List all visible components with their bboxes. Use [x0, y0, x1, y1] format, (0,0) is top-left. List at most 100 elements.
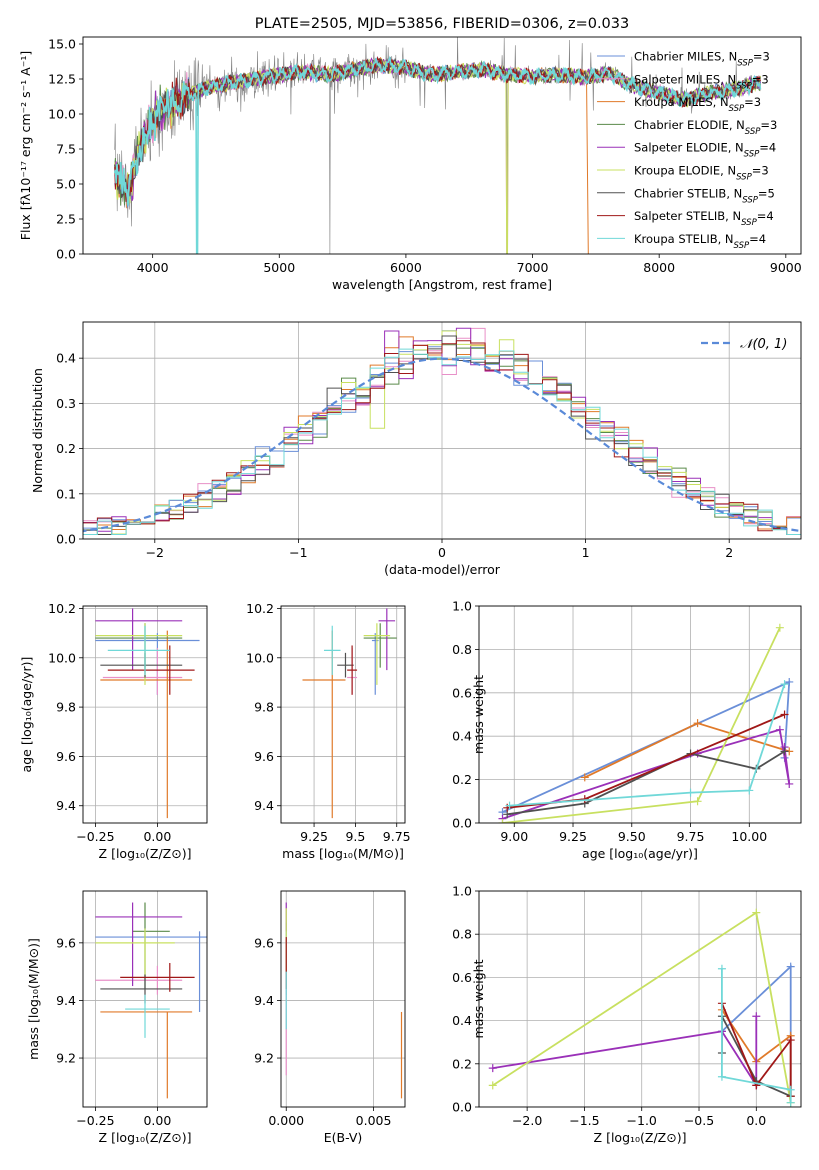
axes-frame	[478, 605, 802, 824]
x-axis-label: Z [log₁₀(Z/Z⊙)]	[99, 1130, 192, 1145]
weight-marker	[785, 779, 794, 788]
y-tick-label: 9.4	[254, 798, 274, 813]
errorbar-kroupa-stelib	[323, 625, 341, 676]
errorbar-chabrier-stelib	[337, 652, 354, 678]
x-tick-label: 0.0	[746, 1113, 766, 1128]
weight-marker	[717, 964, 726, 973]
y-tick-label: 0.2	[56, 441, 76, 456]
weight-marker	[693, 797, 702, 806]
x-tick-label: 9.75	[677, 829, 705, 844]
x-tick-label: 1	[582, 545, 590, 560]
weight-marker	[780, 710, 789, 719]
x-tick-label: 9.5	[345, 829, 365, 844]
y-tick-label: 0.3	[56, 396, 76, 411]
y-axis-label: age [log₁₀(age/yr)]	[19, 657, 34, 773]
x-axis-label: age [log₁₀(age/yr)]	[582, 846, 698, 861]
x-tick-label: −0.25	[76, 829, 114, 844]
y-tick-label: 9.6	[254, 935, 274, 950]
legend-entry: Salpeter ELODIE, NSSP=4	[634, 141, 776, 160]
weight-marker	[780, 680, 789, 689]
errorbar-chabrier-miles	[95, 633, 200, 695]
weight-marker	[505, 801, 514, 810]
y-tick-label: 0.4	[452, 729, 472, 744]
weight-marker	[693, 719, 702, 728]
y-tick-label: 9.4	[254, 993, 274, 1008]
weight-marker	[786, 962, 795, 971]
panel-mass-vs-Z: −0.25 0.00 9.2 9.4 9.6 Z [log₁₀(Z/Z⊙)] mass [l…	[26, 890, 208, 1145]
legend-entry: Chabrier ELODIE, NSSP=3	[634, 118, 777, 137]
x-tick-label: 9.25	[559, 829, 587, 844]
plot-area-mass-vs-EBV	[281, 891, 405, 1107]
y-axis-label: Flux [fλ10⁻¹⁷ erg cm⁻² s⁻¹ A⁻¹]	[18, 51, 33, 240]
axes-frame	[478, 890, 802, 1108]
x-tick-label: 9000	[770, 260, 802, 275]
histogram-kroupa-stelib	[83, 348, 801, 535]
errorbar-salpeter-stelib	[120, 963, 195, 992]
x-tick-label: 9.50	[618, 829, 646, 844]
errorbar-chabrier-miles	[95, 931, 207, 1012]
x-tick-label: −1	[289, 545, 307, 560]
x-tick-label: 0.00	[143, 829, 171, 844]
legend: Chabrier MILES, NSSP=3 Salpeter MILES, NS…	[597, 50, 777, 251]
x-tick-label: 0.00	[143, 1113, 171, 1128]
x-tick-label: −0.25	[76, 1113, 114, 1128]
legend-entry: Chabrier STELIB, NSSP=5	[634, 186, 775, 205]
panel-weight-vs-age: 9.00 9.25 9.50 9.75 10.00 0.0 0.2 0.4 0.6 0.8 1.0 a…	[452, 599, 802, 861]
y-tick-label: 0.2	[452, 772, 472, 787]
plot-area-age-vs-Z	[83, 606, 207, 823]
panel-age-vs-Z: −0.25 0.00 9.4 9.6 9.8 10.0 10.2 Z [log₁₀(Z/Z⊙)…	[19, 601, 208, 861]
errorbar-kroupa-elodie	[363, 623, 391, 685]
errorbar-salpeter-miles	[102, 647, 183, 695]
x-tick-label: 5000	[263, 260, 295, 275]
weight-marker	[785, 677, 794, 686]
x-axis-label: mass [log₁₀(M/M⊙)]	[282, 846, 404, 861]
errorbar-salpeter-stelib	[107, 645, 195, 695]
y-tick-label: 9.8	[254, 700, 274, 715]
weight-marker	[786, 1036, 795, 1045]
y-tick-label: 5.0	[56, 177, 76, 192]
panel-residuals: −2 −1 0 1 2 0.0 0.1 0.2 0.3 0.4 (data-model)/error…	[30, 321, 802, 577]
x-tick-label: 9.75	[383, 829, 411, 844]
y-tick-label: 10.2	[246, 601, 274, 616]
legend-entry: Kroupa ELODIE, NSSP=3	[634, 164, 769, 183]
model-line-chabrier-stelib	[114, 57, 761, 198]
y-tick-label: 0.0	[452, 816, 472, 831]
weight-line-salpeter-stelib	[507, 713, 785, 809]
errorbar-salpeter-stelib	[347, 645, 358, 695]
y-tick-label: 0.4	[56, 351, 76, 366]
errorbar-kroupa-miles	[100, 630, 193, 819]
x-tick-label: −0.5	[684, 1113, 714, 1128]
y-tick-label: 0.2	[452, 1056, 472, 1071]
x-tick-label: 0	[438, 545, 446, 560]
legend-entry: Kroupa STELIB, NSSP=4	[634, 232, 766, 251]
y-tick-label: 0.8	[452, 642, 472, 657]
y-axis-label: mass [log₁₀(M/M⊙)]	[26, 938, 41, 1060]
reference-gaussian-line	[83, 357, 801, 533]
x-tick-label: −1.5	[569, 1113, 599, 1128]
errorbar-chabrier-miles	[371, 633, 379, 695]
weight-marker	[775, 725, 784, 734]
errorbar-kroupa-miles	[100, 1011, 193, 1099]
x-tick-label: 2	[725, 545, 733, 560]
y-tick-label: 10.0	[48, 107, 76, 122]
weight-marker	[780, 747, 789, 756]
y-tick-label: 9.6	[56, 749, 76, 764]
y-tick-label: 1.0	[452, 599, 472, 614]
weight-line-chabrier-miles	[502, 680, 791, 813]
weight-line-salpeter-stelib	[721, 1002, 792, 1097]
x-tick-label: 6000	[390, 260, 422, 275]
errorbar-salpeter-elodie	[95, 902, 183, 987]
errorbar-salpeter-miles	[95, 965, 183, 995]
model-line-kroupa-stelib	[113, 55, 762, 254]
y-tick-label: 10.0	[48, 650, 76, 665]
x-axis-label: (data-model)/error	[384, 562, 501, 577]
y-axis-label: mass weight	[471, 675, 486, 754]
weight-marker	[580, 773, 589, 782]
plot-area-spectrum	[113, 37, 762, 254]
errorbar-kroupa-stelib	[125, 994, 170, 1038]
weight-marker	[786, 1085, 795, 1094]
x-tick-label: −2.0	[512, 1113, 542, 1128]
legend-entry: Salpeter STELIB, NSSP=4	[634, 209, 774, 228]
x-axis-label: E(B-V)	[324, 1130, 363, 1145]
x-tick-label: 4000	[137, 260, 169, 275]
